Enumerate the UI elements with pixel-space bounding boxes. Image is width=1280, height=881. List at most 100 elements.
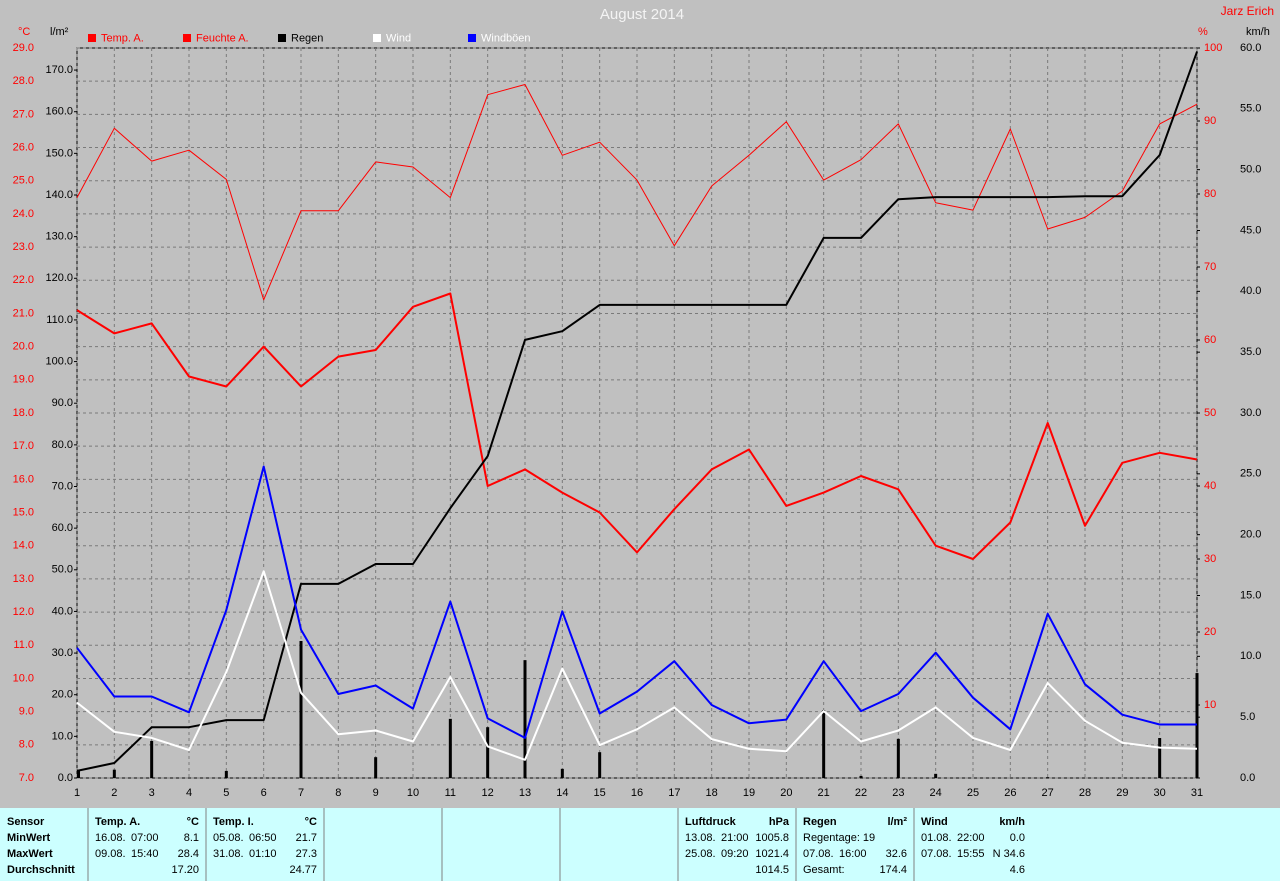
rain-bar [374, 757, 378, 778]
series-line [76, 292, 1198, 560]
y2-tick-label: 170.0 [45, 64, 73, 76]
table-cell: 07:00 [131, 832, 159, 844]
table-cell: 09.08. [95, 848, 126, 860]
y4-tick-label: 50.0 [1240, 164, 1261, 176]
y-tick-label: 26.0 [13, 141, 34, 153]
y2-tick-label: 160.0 [45, 106, 73, 118]
y4-tick-label: 60.0 [1240, 42, 1261, 54]
rain-bar [1158, 738, 1162, 778]
column-unit: l/m² [887, 816, 907, 828]
y2-tick-label: 10.0 [52, 730, 73, 742]
y2-tick-label: 140.0 [45, 189, 73, 201]
table-cell: 27.3 [296, 848, 317, 860]
table-cell: 28.4 [178, 848, 199, 860]
column-title: Luftdruck [685, 816, 737, 828]
x-tick-label: 5 [223, 787, 229, 799]
y3-tick-label: 100 [1204, 42, 1222, 54]
y-tick-label: 11.0 [13, 639, 34, 651]
table-cell: 16:00 [839, 848, 867, 860]
table-cell: 21:00 [721, 832, 749, 844]
table-cell: 09:20 [721, 848, 749, 860]
x-tick-label: 29 [1116, 787, 1128, 799]
y2-tick-label: 120.0 [45, 272, 73, 284]
table-cell: 24.77 [289, 864, 317, 876]
table-cell: Regentage: 19 [803, 832, 875, 844]
y2-axis-unit: l/m² [50, 26, 69, 38]
y3-axis-unit: % [1198, 26, 1208, 38]
table-cell: 17.20 [171, 864, 199, 876]
column-title: Regen [803, 816, 837, 828]
x-tick-label: 20 [780, 787, 792, 799]
y4-tick-label: 45.0 [1240, 224, 1261, 236]
y4-tick-label: 40.0 [1240, 285, 1261, 297]
row-label: Durchschnitt [7, 864, 75, 876]
x-tick-label: 30 [1154, 787, 1166, 799]
x-tick-label: 12 [482, 787, 494, 799]
x-tick-label: 27 [1042, 787, 1054, 799]
row-label: MaxWert [7, 848, 53, 860]
table-cell: 1014.5 [755, 864, 789, 876]
table-cell: 32.6 [886, 848, 907, 860]
column-unit: °C [305, 816, 317, 828]
y-tick-label: 20.0 [13, 341, 34, 353]
rain-bar [1046, 777, 1050, 778]
column-title: Temp. I. [213, 816, 254, 828]
y-tick-label: 28.0 [13, 75, 34, 87]
table-cell: 0.0 [1010, 832, 1025, 844]
y-tick-label: 23.0 [13, 241, 34, 253]
y2-tick-label: 0.0 [58, 772, 73, 784]
grid [76, 47, 1198, 779]
x-tick-label: 28 [1079, 787, 1091, 799]
x-tick-label: 31 [1191, 787, 1203, 799]
author: Jarz Erich [1221, 4, 1274, 18]
y2-tick-label: 30.0 [52, 647, 73, 659]
y2-tick-label: 130.0 [45, 231, 73, 243]
legend-label: Temp. A. [101, 32, 144, 44]
x-tick-label: 15 [594, 787, 606, 799]
x-tick-label: 10 [407, 787, 419, 799]
y-tick-label: 9.0 [19, 706, 34, 718]
y2-tick-label: 20.0 [52, 689, 73, 701]
table-cell: 13.08. [685, 832, 716, 844]
y3-tick-label: 60 [1204, 334, 1216, 346]
y-tick-label: 21.0 [13, 307, 34, 319]
y2-tick-label: 90.0 [52, 397, 73, 409]
x-tick-label: 3 [149, 787, 155, 799]
y-tick-label: 18.0 [13, 407, 34, 419]
y4-tick-label: 10.0 [1240, 650, 1261, 662]
x-tick-label: 9 [373, 787, 379, 799]
stats-table: Sensor MinWert MaxWert Durchschnitt Temp. A.… [7, 808, 1025, 881]
rain-bar [1195, 673, 1199, 778]
table-cell: 16.08. [95, 832, 126, 844]
rain-bar [299, 640, 303, 778]
rain-bar [112, 769, 116, 778]
column-unit: °C [187, 816, 199, 828]
legend-swatch [373, 34, 381, 42]
row-label: MinWert [7, 832, 51, 844]
y4-tick-label: 5.0 [1240, 711, 1255, 723]
y-tick-label: 10.0 [13, 672, 34, 684]
legend-label: Regen [291, 32, 323, 44]
table-cell: 8.1 [184, 832, 199, 844]
y-axis-unit: °C [18, 26, 30, 38]
x-tick-label: 22 [855, 787, 867, 799]
legend-swatch [278, 34, 286, 42]
y3-tick-label: 80 [1204, 188, 1216, 200]
y-tick-label: 27.0 [13, 108, 34, 120]
legend-label: Wind [386, 32, 411, 44]
rain-bar [934, 773, 938, 778]
x-tick-label: 8 [335, 787, 341, 799]
y-tick-label: 19.0 [13, 374, 34, 386]
column-unit: km/h [999, 816, 1025, 828]
y-tick-label: 25.0 [13, 175, 34, 187]
rain-bar [523, 660, 527, 778]
y4-tick-label: 25.0 [1240, 468, 1261, 480]
x-tick-label: 18 [706, 787, 718, 799]
y-tick-label: 15.0 [13, 506, 34, 518]
x-tick-label: 19 [743, 787, 755, 799]
y-tick-label: 16.0 [13, 473, 34, 485]
x-tick-label: 17 [668, 787, 680, 799]
y2-tick-label: 70.0 [52, 480, 73, 492]
table-cell: 07.08. [803, 848, 834, 860]
